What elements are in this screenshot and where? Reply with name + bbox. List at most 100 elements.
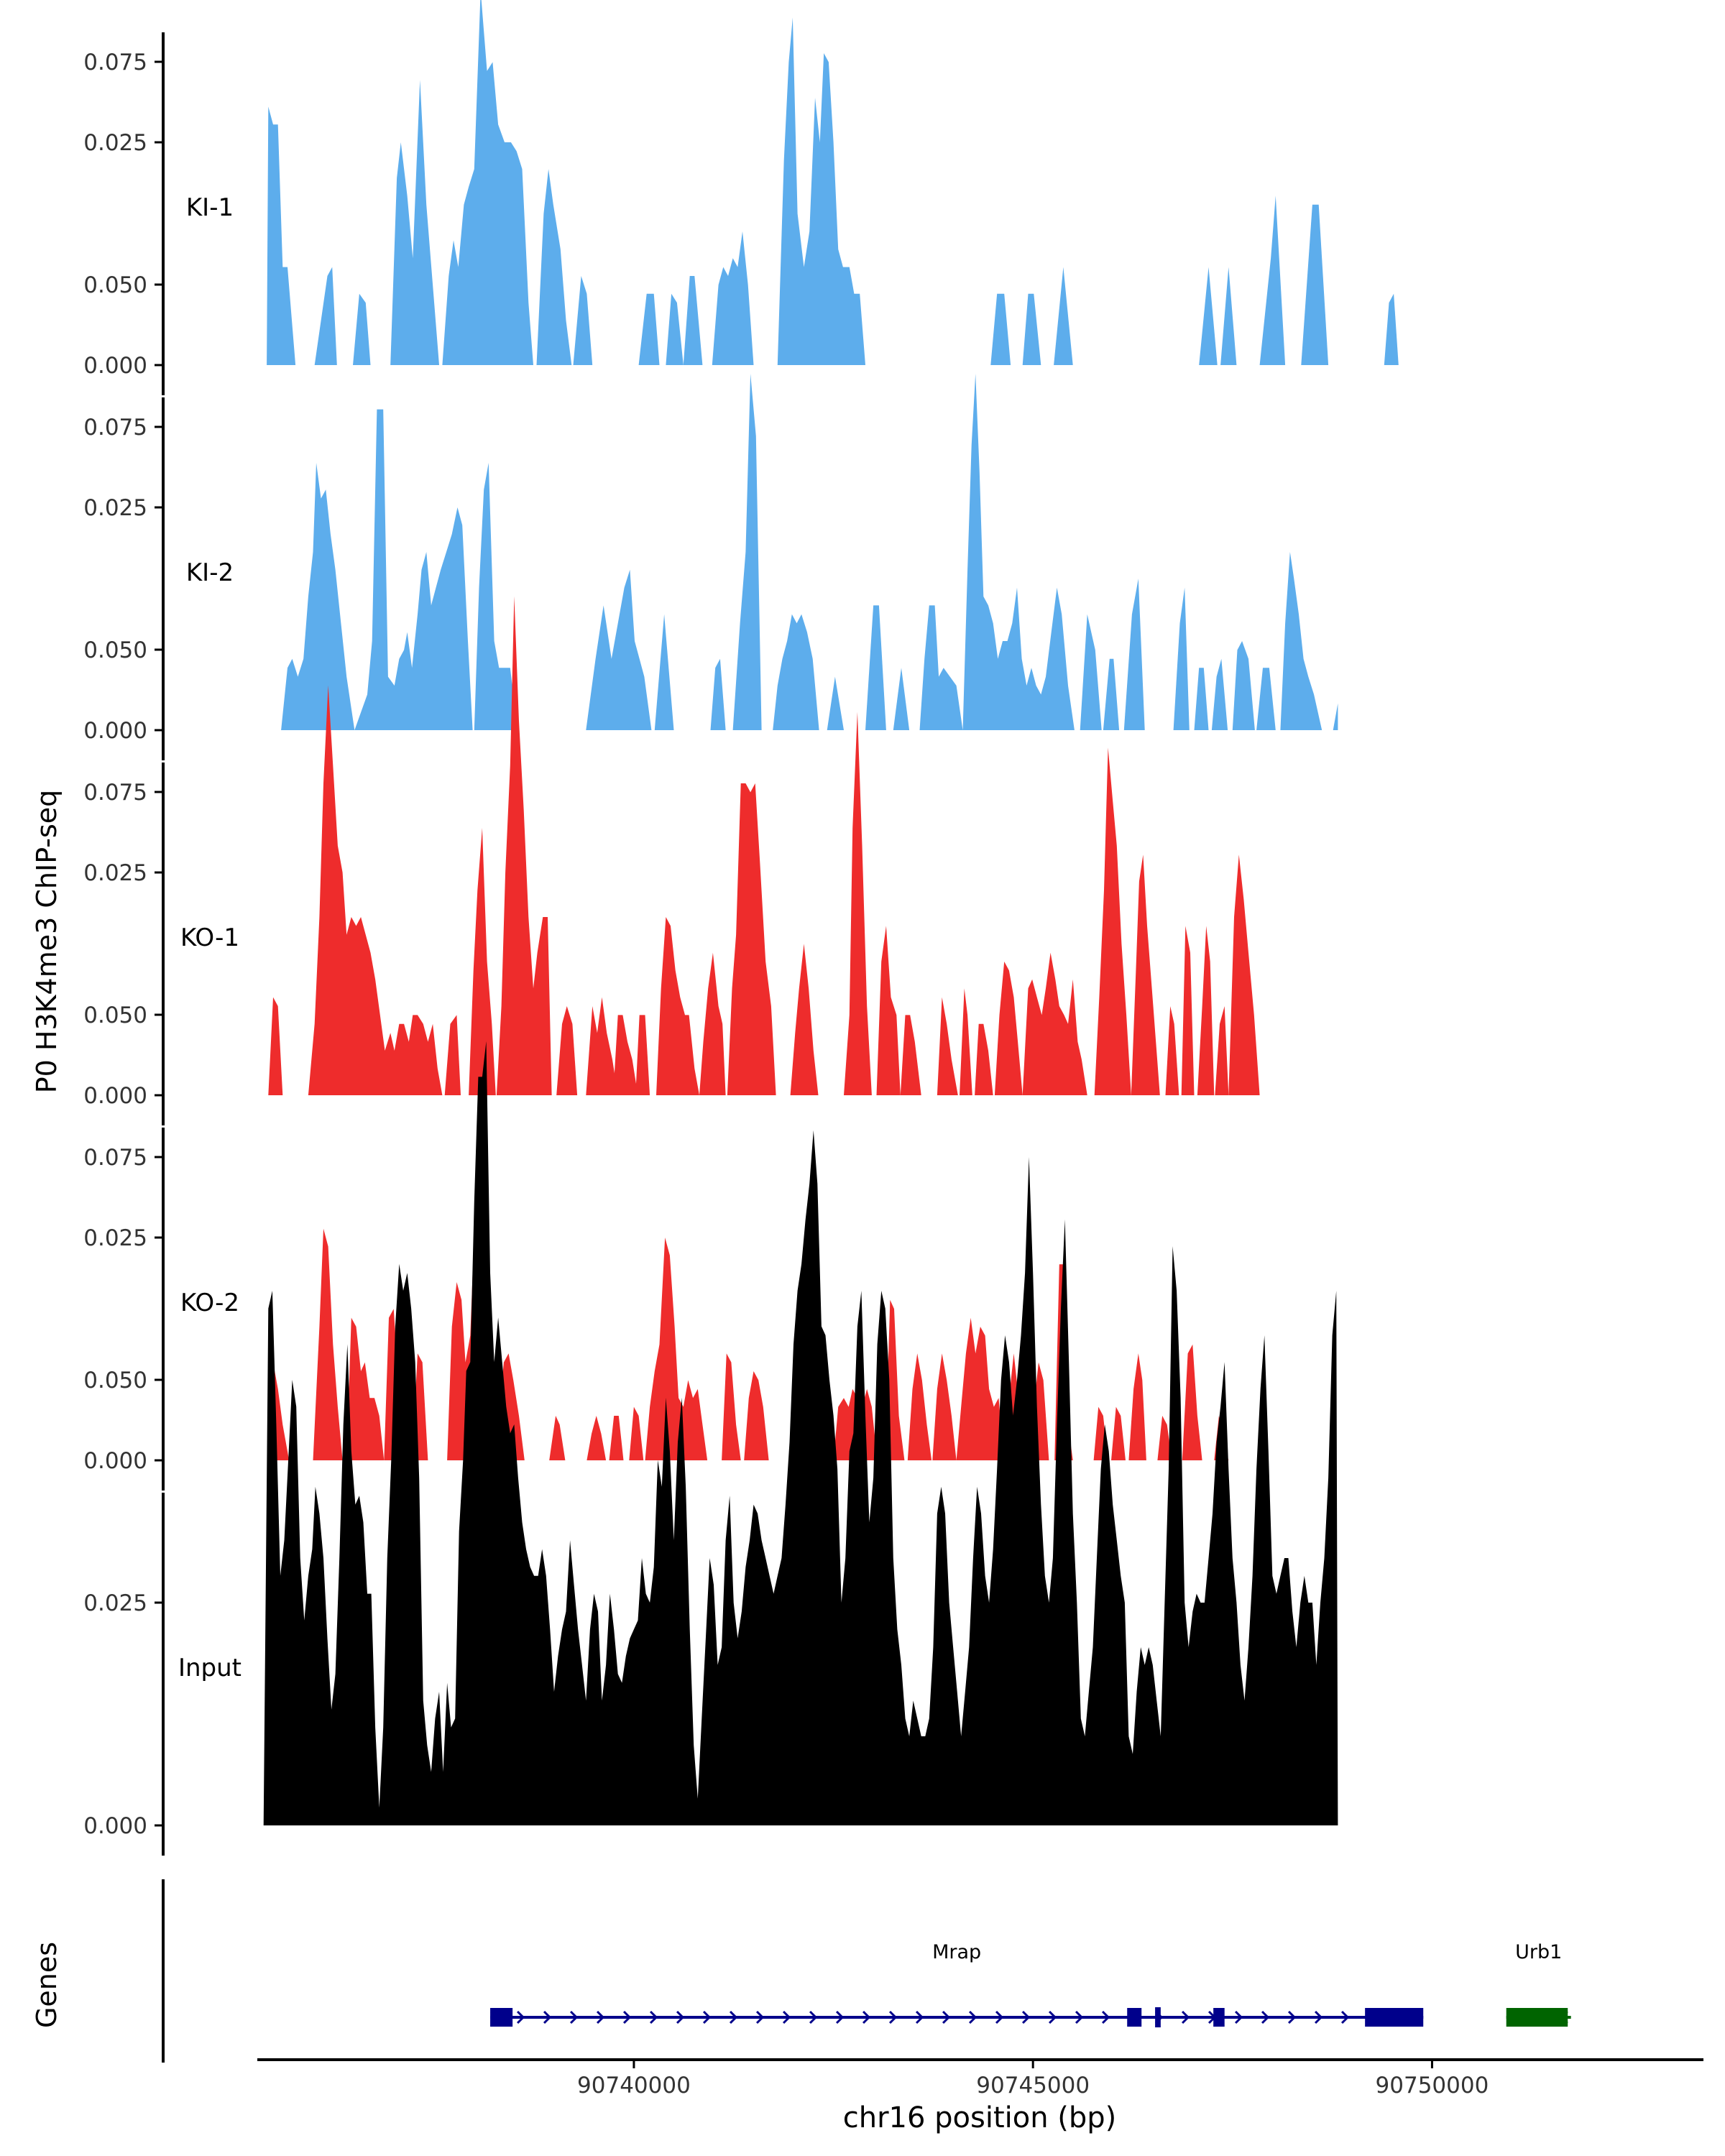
signal-area bbox=[1256, 668, 1276, 730]
signal-area bbox=[1181, 926, 1195, 1095]
strand-arrow bbox=[622, 2010, 632, 2024]
y-tick-label: 0.050 bbox=[83, 1003, 147, 1028]
signal-area bbox=[962, 374, 1075, 730]
signal-area bbox=[1211, 658, 1228, 730]
y-tick-label: 0.025 bbox=[83, 130, 147, 156]
track-label: KO-1 bbox=[180, 923, 239, 952]
signal-area bbox=[313, 1228, 343, 1460]
signal-area bbox=[699, 952, 726, 1095]
x-tick-label: 90750000 bbox=[1376, 2073, 1489, 2099]
signal-area bbox=[956, 1317, 1005, 1460]
signal-area bbox=[609, 1416, 624, 1460]
y-tick-label: 0.000 bbox=[83, 1448, 147, 1474]
y-tick-label: 0.000 bbox=[83, 1083, 147, 1109]
strand-arrow bbox=[569, 2010, 579, 2024]
signal-area bbox=[549, 1416, 566, 1460]
y-tick-label: 0.075 bbox=[83, 780, 147, 806]
y-tick-label: 0.075 bbox=[83, 50, 147, 75]
strand-arrow bbox=[516, 2010, 525, 2024]
signal-area bbox=[1194, 668, 1209, 730]
y-tick-label: 0.075 bbox=[83, 1145, 147, 1171]
y-tick-label: 0.000 bbox=[83, 1813, 147, 1839]
signal-area bbox=[712, 231, 754, 365]
strand-arrow bbox=[596, 2010, 605, 2024]
strand-arrow bbox=[729, 2010, 738, 2024]
signal-area bbox=[773, 614, 819, 730]
signal-area bbox=[536, 169, 572, 365]
track-ko-1: 0.000 0.025 0.050 0.075 KO-1 bbox=[83, 415, 1260, 1125]
signal-area bbox=[586, 1416, 607, 1460]
track-input: 0.000 0.025 0.050 0.075 Input bbox=[83, 1041, 1338, 1856]
signal-area bbox=[1197, 926, 1215, 1095]
signal-area bbox=[777, 17, 865, 366]
signal-area bbox=[354, 409, 473, 730]
gene-exon bbox=[1506, 2008, 1568, 2027]
signal-area bbox=[496, 596, 552, 1095]
signal-area bbox=[586, 569, 652, 730]
strand-arrow bbox=[862, 2010, 871, 2024]
strand-arrow bbox=[888, 2010, 898, 2024]
signal-area bbox=[1280, 552, 1322, 730]
signal-area bbox=[1103, 658, 1120, 730]
signal-area bbox=[710, 658, 726, 730]
strand-arrow bbox=[835, 2010, 845, 2024]
genes-panel: Mrap Urb1 bbox=[162, 1879, 1571, 2063]
strand-arrow bbox=[1048, 2010, 1057, 2024]
track-label: KI-2 bbox=[186, 558, 234, 587]
track-ki-1: 0.000 0.025 0.050 0.075 KI-1 bbox=[83, 0, 1399, 395]
signal-area bbox=[444, 1015, 461, 1095]
signal-area bbox=[732, 374, 762, 730]
y-tick-label: 0.000 bbox=[83, 353, 147, 379]
gene-urb1: Urb1 bbox=[1506, 1941, 1571, 2027]
signal-area bbox=[1232, 641, 1255, 730]
strand-arrow bbox=[755, 2010, 765, 2024]
signal-area bbox=[827, 676, 844, 730]
signal-area bbox=[556, 1006, 578, 1095]
signal-area bbox=[308, 685, 443, 1095]
signal-area bbox=[1228, 854, 1260, 1095]
signal-area bbox=[1173, 587, 1190, 730]
strand-arrow bbox=[1340, 2010, 1350, 2024]
signal-area bbox=[994, 962, 1023, 1095]
signal-area bbox=[390, 80, 439, 365]
strand-arrow bbox=[968, 2010, 978, 2024]
y-tick-label: 0.050 bbox=[83, 1368, 147, 1393]
signal-area bbox=[744, 1371, 769, 1460]
signal-area bbox=[353, 293, 371, 365]
signal-area bbox=[1384, 293, 1399, 365]
signal-area bbox=[613, 1015, 638, 1095]
strand-arrow bbox=[1261, 2010, 1270, 2024]
signal-area bbox=[474, 463, 518, 730]
signal-area bbox=[790, 944, 819, 1095]
strand-arrow bbox=[1234, 2010, 1243, 2024]
signal-area bbox=[990, 293, 1011, 365]
strand-arrow bbox=[543, 2010, 552, 2024]
genes-axis-title: Genes bbox=[31, 1942, 63, 2028]
strand-arrow bbox=[915, 2010, 924, 2024]
gene-exon bbox=[490, 2008, 513, 2027]
gene-exon bbox=[1155, 2007, 1161, 2027]
signal-area bbox=[654, 614, 674, 730]
signal-area bbox=[975, 1023, 993, 1095]
signal-area bbox=[960, 988, 972, 1095]
signal-area bbox=[1215, 1006, 1229, 1095]
signal-area bbox=[844, 711, 872, 1095]
signal-area bbox=[1022, 952, 1087, 1095]
signal-area bbox=[281, 463, 355, 730]
x-tick-label: 90745000 bbox=[976, 2073, 1090, 2099]
y-tick-label: 0.025 bbox=[83, 860, 147, 886]
signal-area bbox=[1301, 204, 1329, 365]
signal-area bbox=[727, 783, 776, 1095]
strand-arrow bbox=[702, 2010, 712, 2024]
x-tick-label: 90740000 bbox=[577, 2073, 691, 2099]
gene-exon bbox=[1365, 2008, 1424, 2027]
y-tick-label: 0.050 bbox=[83, 637, 147, 663]
signal-area bbox=[656, 917, 699, 1095]
strand-arrow bbox=[1181, 2010, 1190, 2024]
y-tick-label: 0.075 bbox=[83, 415, 147, 441]
x-axis-title: chr16 position (bp) bbox=[843, 2101, 1117, 2134]
strand-arrow bbox=[1075, 2010, 1084, 2024]
y-tick-label: 0.025 bbox=[83, 1225, 147, 1251]
signal-area bbox=[635, 1015, 650, 1095]
